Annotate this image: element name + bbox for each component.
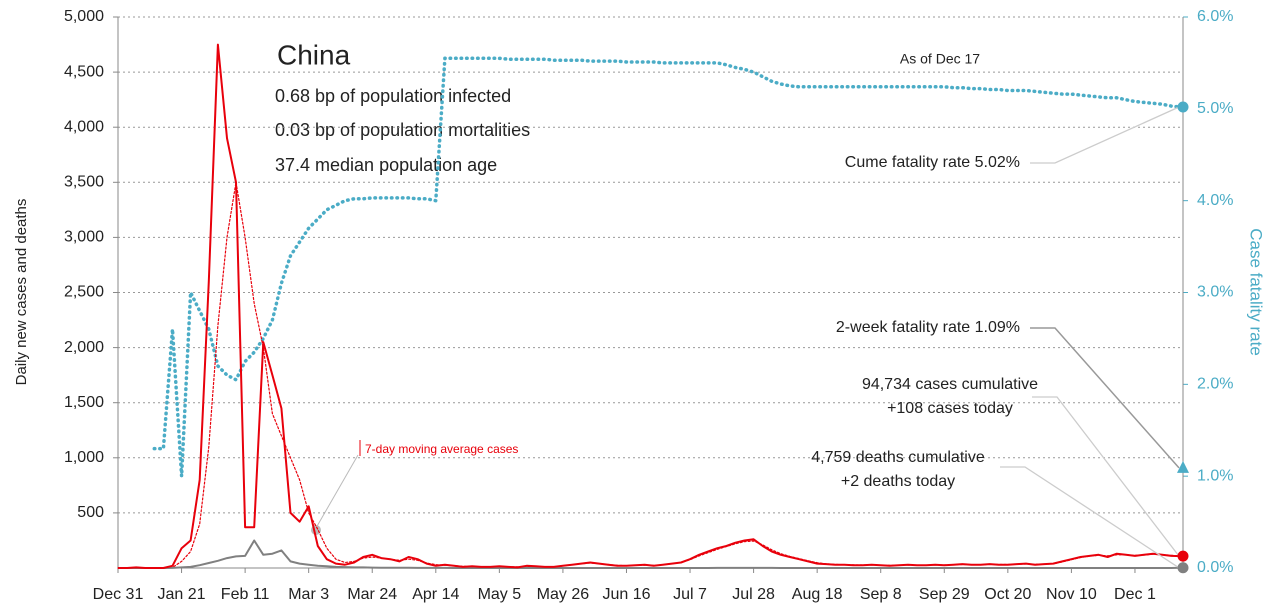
leader-line [1032, 396, 1180, 557]
subtitle: 37.4 median population age [275, 155, 497, 175]
as-of: As of Dec 17 [900, 51, 980, 67]
subtitle: 0.68 bp of population infected [275, 86, 511, 106]
x-tick-label: Oct 20 [984, 586, 1031, 603]
end-marker [1177, 101, 1189, 113]
y-axis-label: Daily new cases and deaths [13, 199, 30, 386]
x-tick-label: Dec 31 [93, 586, 144, 603]
y-tick-label: 500 [77, 504, 104, 521]
ma-leader [315, 454, 359, 529]
leader-line [1000, 466, 1180, 569]
x-tick-label: Mar 24 [347, 586, 397, 603]
y2-tick-label: 4.0% [1197, 192, 1233, 209]
x-tick-label: Feb 11 [221, 586, 270, 603]
x-tick-label: Jan 21 [158, 586, 206, 603]
y-tick-label: 4,000 [64, 118, 104, 135]
y2-tick-label: 3.0% [1197, 284, 1233, 301]
annotation: 4,759 deaths cumulative [811, 449, 985, 466]
x-tick-label: May 26 [537, 586, 590, 603]
leader-line [1030, 106, 1180, 164]
subtitle: 0.03 bp of population mortalities [275, 120, 530, 140]
y2-tick-label: 0.0% [1197, 559, 1233, 576]
leader-line [1030, 327, 1180, 469]
y-tick-label: 1,000 [64, 449, 104, 466]
y-tick-label: 3,000 [64, 229, 104, 246]
x-tick-label: Jul 28 [732, 586, 775, 603]
series-line [118, 43, 1181, 569]
y2-axis-label: Case fatality rate [1247, 228, 1266, 356]
y-tick-label: 3,500 [64, 174, 104, 191]
y-tick-label: 4,500 [64, 63, 104, 80]
annotation: 94,734 cases cumulative [862, 376, 1038, 393]
end-marker [1177, 550, 1189, 562]
y-tick-label: 2,500 [64, 284, 104, 301]
end-marker [1177, 562, 1189, 574]
series-line [118, 539, 1181, 569]
x-tick-label: Jul 7 [673, 586, 707, 603]
y2-tick-label: 6.0% [1197, 8, 1233, 25]
x-tick-label: Nov 10 [1046, 586, 1097, 603]
end-marker [1177, 460, 1189, 473]
y2-tick-label: 5.0% [1197, 100, 1233, 117]
x-tick-label: Sep 29 [919, 586, 970, 603]
x-tick-label: Sep 8 [860, 586, 902, 603]
y2-tick-label: 2.0% [1197, 376, 1233, 393]
x-tick-label: Dec 1 [1114, 586, 1156, 603]
ma-label: 7-day moving average cases [365, 442, 518, 456]
x-tick-label: Jun 16 [602, 586, 650, 603]
x-tick-label: Aug 18 [792, 586, 843, 603]
x-tick-label: May 5 [478, 586, 522, 603]
y-tick-label: 1,500 [64, 394, 104, 411]
x-tick-label: Apr 14 [412, 586, 459, 603]
series-line [117, 181, 1181, 569]
y2-tick-label: 1.0% [1197, 467, 1233, 484]
annotation: +108 cases today [887, 400, 1013, 417]
annotation: +2 deaths today [841, 473, 955, 490]
annotation: 2-week fatality rate 1.09% [836, 319, 1020, 336]
y-tick-label: 2,000 [64, 339, 104, 356]
x-tick-label: Mar 3 [288, 586, 329, 603]
y-tick-label: 5,000 [64, 8, 104, 25]
annotation: Cume fatality rate 5.02% [845, 154, 1020, 171]
chart-title: China [277, 39, 351, 70]
